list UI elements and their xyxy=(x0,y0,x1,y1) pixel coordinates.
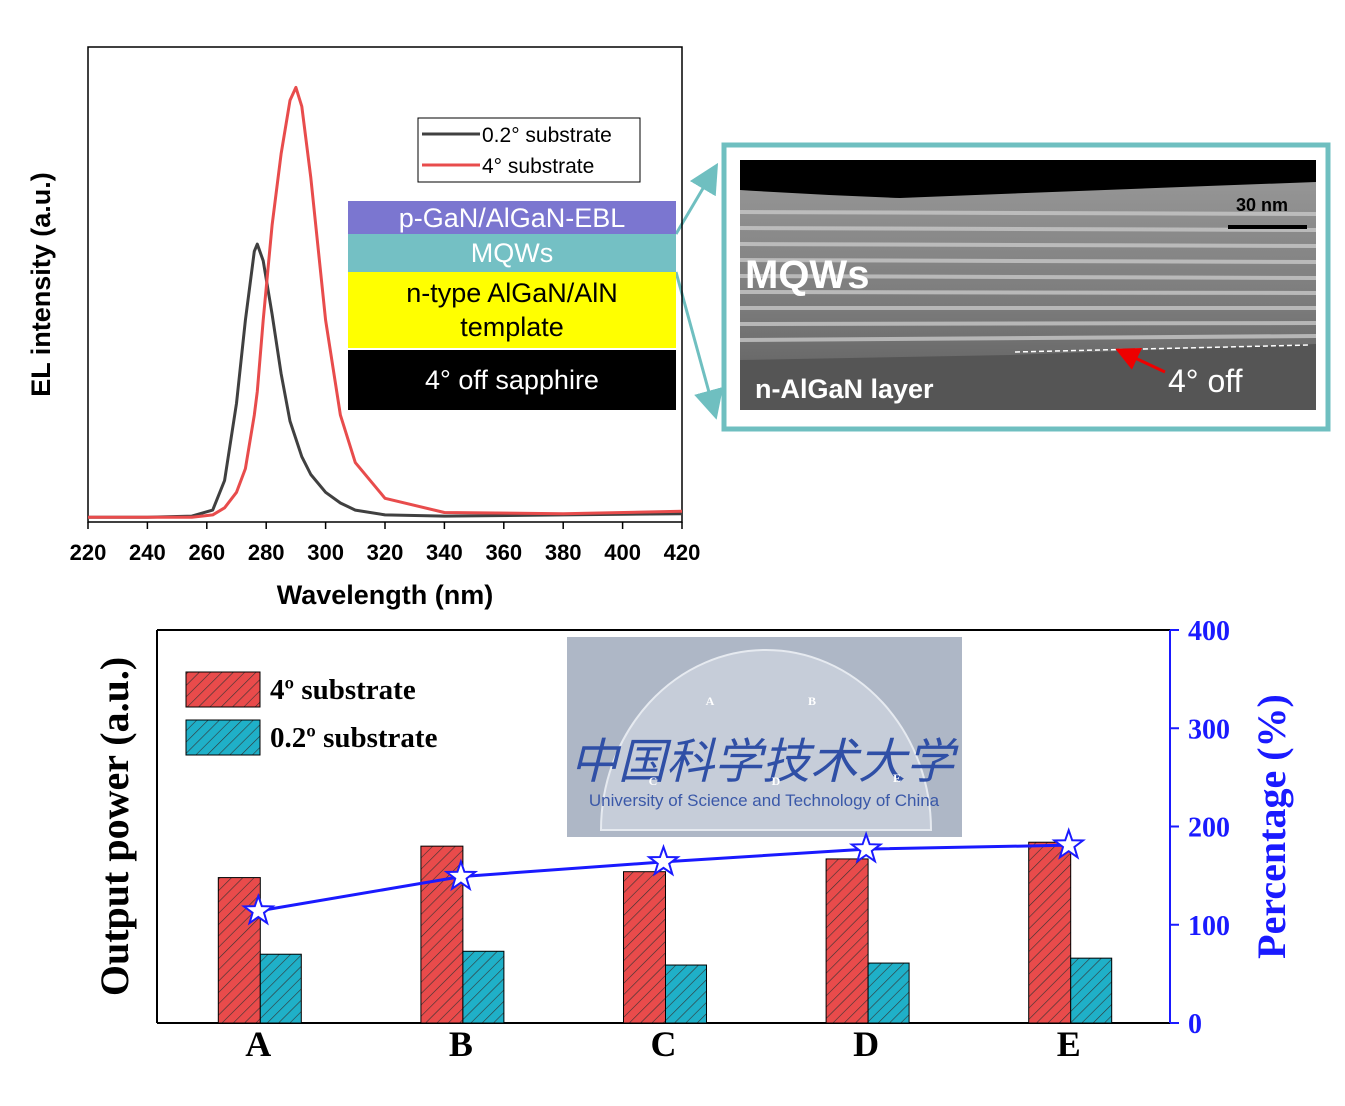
legend-box xyxy=(417,117,641,183)
wafer-label: C xyxy=(649,774,658,788)
layer-mqw: MQWs xyxy=(348,234,676,272)
wafer-name-en: University of Science and Technology of … xyxy=(589,791,940,810)
y2-tick-label: 300 xyxy=(1188,714,1230,745)
bar xyxy=(259,953,302,1024)
legend-swatch xyxy=(185,671,261,708)
y2-axis-label: Percentage (%) xyxy=(1249,694,1294,959)
star-marker xyxy=(646,843,681,877)
x-tick-label: 340 xyxy=(426,540,463,565)
y2-tick-label: 200 xyxy=(1188,813,1230,844)
bar xyxy=(665,964,707,1024)
bar xyxy=(217,877,261,1024)
x-tick-label: 300 xyxy=(307,540,344,565)
layer-sapphire: 4° off sapphire xyxy=(348,350,676,410)
legend-swatch xyxy=(185,719,261,756)
scale-bar-label: 30 nm xyxy=(1236,195,1288,215)
wafer-label: B xyxy=(808,694,816,708)
legend-label: 4º substrate xyxy=(270,674,416,706)
bar xyxy=(462,950,505,1024)
x-tick-label: 420 xyxy=(664,540,701,565)
bar xyxy=(825,858,869,1024)
tem-panel: 30 nm MQWs n-AlGaN layer 4° off xyxy=(674,142,1331,432)
x-tick-label: B xyxy=(449,1024,473,1064)
star-marker xyxy=(1051,827,1086,860)
data-line xyxy=(88,85,683,519)
y-axis-label: EL intensity (a.u.) xyxy=(26,172,56,397)
angle-label: 4° off xyxy=(1168,363,1243,399)
x-axis-label: Wavelength (nm) xyxy=(277,580,494,610)
x-tick-label: 260 xyxy=(188,540,225,565)
layer-label: n-AlGaN layer xyxy=(755,374,934,404)
bar xyxy=(623,871,666,1024)
y2-tick-label: 0 xyxy=(1188,1009,1202,1040)
x-tick-label: A xyxy=(245,1024,271,1064)
y2-tick-label: 100 xyxy=(1188,911,1230,942)
x-tick-label: 360 xyxy=(485,540,522,565)
star-marker xyxy=(241,892,276,926)
wafer-label: A xyxy=(706,694,715,708)
x-tick-label: 320 xyxy=(367,540,404,565)
wafer-label: E xyxy=(893,771,901,785)
x-tick-label: 220 xyxy=(70,540,107,565)
bar xyxy=(1070,957,1113,1024)
x-tick-label: D xyxy=(853,1024,879,1064)
layer-template: n-type AlGaN/AlN template xyxy=(348,272,676,348)
legend-label: 0.2º substrate xyxy=(270,722,438,754)
x-tick-label: C xyxy=(651,1024,677,1064)
x-tick-label: 240 xyxy=(129,540,166,565)
mqw-label: MQWs xyxy=(745,253,869,297)
star-marker xyxy=(443,858,479,892)
bar xyxy=(1028,841,1072,1024)
wafer-photo: 中国科学技术大学 University of Science and Techn… xyxy=(567,637,962,837)
y2-tick-label: 400 xyxy=(1188,616,1230,647)
x-tick-label: E xyxy=(1057,1024,1081,1064)
wafer-name-zh: 中国科学技术大学 xyxy=(570,736,959,789)
x-tick-label: 400 xyxy=(604,540,641,565)
layer-ebl: p-GaN/AlGaN-EBL xyxy=(348,201,676,234)
x-tick-label: 380 xyxy=(545,540,582,565)
x-tick-label: 280 xyxy=(248,540,285,565)
star-marker xyxy=(848,831,884,864)
legend-label: 0.2° substrate xyxy=(482,124,612,147)
y-axis-label: Output power (a.u.) xyxy=(92,657,137,996)
wafer-label: D xyxy=(772,774,781,788)
legend-label: 4° substrate xyxy=(482,155,594,178)
bar xyxy=(867,962,910,1024)
data-line xyxy=(88,242,683,519)
